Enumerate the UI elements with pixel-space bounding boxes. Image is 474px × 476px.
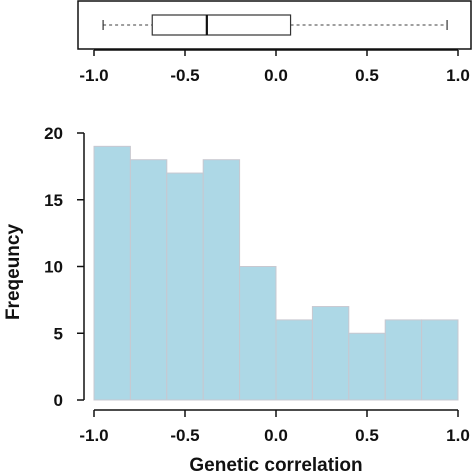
x-tick-label: -0.5: [170, 426, 199, 445]
histogram-bar: [166, 172, 204, 401]
x-tick-label: 0.0: [264, 426, 288, 445]
histogram-bar: [239, 266, 277, 401]
x-tick-label: 0.5: [355, 426, 379, 445]
interquartile-box: [151, 14, 292, 36]
boxplot-x-tick-label: 0.5: [355, 66, 379, 85]
histogram-panel: -1.0 -0.5 0.0 0.5 1.0 0 5 10 15 20 Genetic corre…: [3, 124, 470, 476]
y-tick-label: 10: [44, 258, 63, 277]
x-tick-label: 1.0: [446, 426, 470, 445]
histogram-bar: [275, 319, 313, 401]
x-axis-title: Genetic correlation: [189, 455, 362, 476]
histogram-bar: [93, 145, 131, 401]
y-tick-label: 5: [54, 324, 63, 343]
y-tick-label: 15: [44, 191, 63, 210]
x-tick-label: -1.0: [79, 426, 108, 445]
boxplot-x-tick-label: -0.5: [170, 66, 199, 85]
histogram-bar: [129, 159, 168, 401]
histogram-bar: [421, 319, 459, 401]
boxplot-x-tick-label: 1.0: [446, 66, 470, 85]
boxplot-x-tick-label: 0.0: [264, 66, 288, 85]
boxplot-panel: -1.0 -0.5 0.0 0.5 1.0: [77, 0, 472, 85]
y-tick-label: 0: [54, 391, 63, 410]
y-axis-title: Freqeuncy: [3, 224, 24, 321]
boxplot-frame: [77, 0, 472, 50]
histogram-bar: [348, 332, 386, 401]
histogram-bar: [311, 306, 350, 401]
boxplot-x-tick-label: -1.0: [79, 66, 108, 85]
y-tick-label: 20: [44, 124, 63, 143]
histogram-bar: [202, 159, 241, 401]
histogram-bar: [384, 319, 423, 401]
